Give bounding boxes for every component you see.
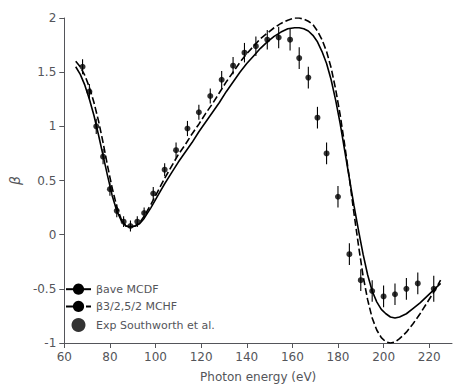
svg-text:180: 180 [327, 350, 350, 364]
svg-text:160: 160 [281, 350, 304, 364]
svg-text:1: 1 [49, 119, 57, 133]
svg-text:Exp Southworth et al.: Exp Southworth et al. [96, 319, 215, 332]
svg-text:60: 60 [57, 350, 72, 364]
svg-text:β: β [7, 176, 23, 186]
svg-text:1.5: 1.5 [37, 65, 56, 79]
svg-text:2: 2 [49, 11, 57, 25]
svg-text:-1: -1 [44, 336, 56, 350]
svg-text:100: 100 [144, 350, 167, 364]
svg-text:140: 140 [235, 350, 258, 364]
svg-text:200: 200 [372, 350, 395, 364]
svg-text:Photon energy (eV): Photon energy (eV) [200, 370, 316, 384]
svg-text:0.5: 0.5 [37, 174, 56, 188]
svg-text:120: 120 [190, 350, 213, 364]
svg-text:βave MCDF: βave MCDF [96, 283, 159, 296]
svg-text:220: 220 [418, 350, 441, 364]
svg-text:80: 80 [102, 350, 117, 364]
svg-text:-0.5: -0.5 [33, 282, 56, 296]
svg-text:β3/2,5/2 MCHF: β3/2,5/2 MCHF [96, 300, 177, 313]
svg-text:0: 0 [49, 228, 57, 242]
